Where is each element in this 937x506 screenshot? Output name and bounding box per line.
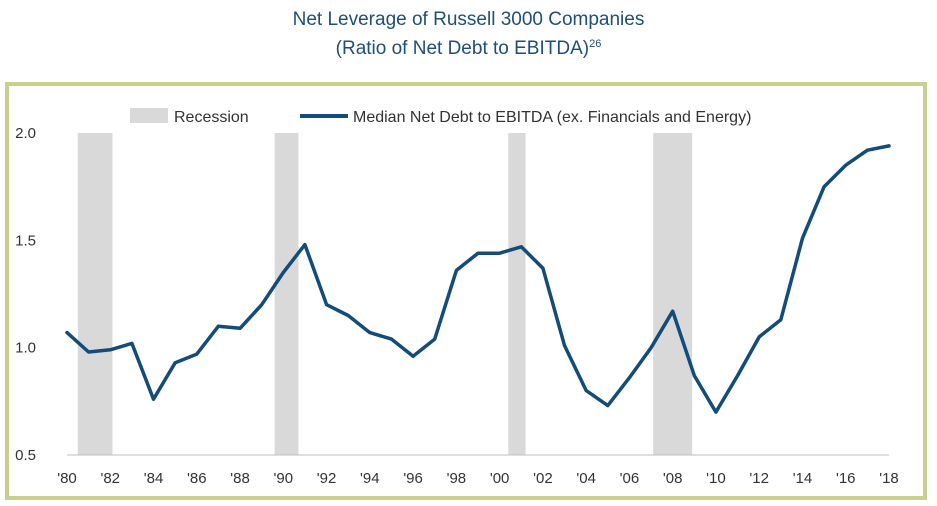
- x-tick-label: '10: [706, 470, 726, 487]
- axes: 0.5 1.0 1.5 2.0 '80 '82 '84 '86 '88 '90 '92 '94 '96 '…: [15, 125, 899, 487]
- x-tick-label: '86: [187, 470, 207, 487]
- x-tick-label: '92: [317, 470, 337, 487]
- chart-frame: [5, 82, 927, 500]
- y-tick-label: 1.0: [15, 340, 36, 357]
- y-tick-label: 1.5: [15, 232, 36, 249]
- recession-band: [77, 133, 113, 455]
- x-tick-label: '00: [490, 470, 510, 487]
- x-tick-label: '96: [403, 470, 423, 487]
- x-tick-label: '90: [274, 470, 294, 487]
- chart-subtitle-text: (Ratio of Net Debt to EBITDA): [335, 38, 590, 59]
- x-tick-label: '12: [749, 470, 769, 487]
- x-tick-label: '08: [663, 470, 683, 487]
- legend-recession-swatch: [130, 108, 168, 123]
- recession-bands: [77, 133, 693, 455]
- x-tick-label: '94: [360, 470, 380, 487]
- chart-title-block: Net Leverage of Russell 3000 Companies (…: [0, 8, 937, 61]
- legend: Recession Median Net Debt to EBITDA (ex. …: [130, 108, 751, 126]
- chart-subtitle: (Ratio of Net Debt to EBITDA)26: [0, 32, 937, 61]
- chart-title: Net Leverage of Russell 3000 Companies: [292, 9, 645, 30]
- y-tick-label: 0.5: [15, 447, 36, 464]
- legend-series-label: Median Net Debt to EBITDA (ex. Financial…: [353, 109, 751, 126]
- x-tick-label: '98: [447, 470, 467, 487]
- x-tick-label: '18: [879, 470, 899, 487]
- x-tick-label: '04: [576, 470, 596, 487]
- x-tick-label: '88: [230, 470, 250, 487]
- series-layer: [65, 144, 891, 414]
- recession-band: [653, 133, 693, 455]
- x-tick-label: '02: [533, 470, 553, 487]
- x-tick-label: '16: [836, 470, 856, 487]
- x-tick-label: '82: [100, 470, 120, 487]
- recession-band: [508, 133, 526, 455]
- series-line: [65, 144, 891, 414]
- x-tick-label: '80: [57, 470, 77, 487]
- y-tick-label: 2.0: [15, 125, 36, 142]
- x-tick-label: '14: [793, 470, 813, 487]
- x-tick-label: '06: [620, 470, 640, 487]
- legend-recession-label: Recession: [174, 109, 249, 126]
- x-tick-label: '84: [144, 470, 164, 487]
- recession-band: [274, 133, 299, 455]
- footnote-superscript: 26: [589, 38, 602, 50]
